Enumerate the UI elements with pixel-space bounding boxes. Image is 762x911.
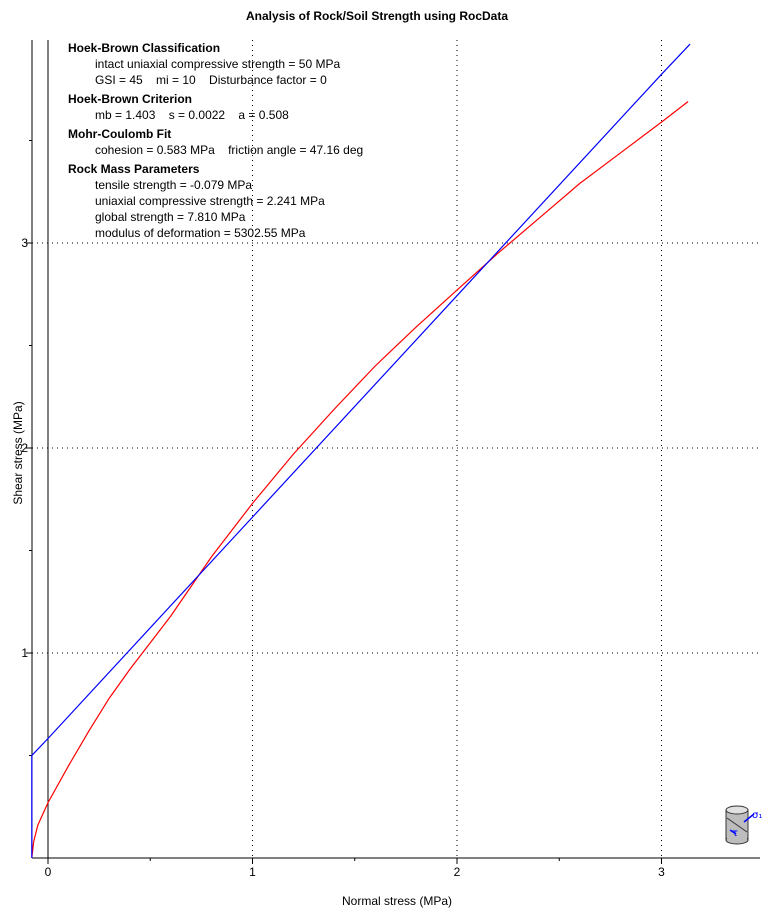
series xyxy=(31,43,691,859)
annotation-line: GSI = 45 mi = 10 Disturbance factor = 0 xyxy=(95,73,327,87)
annotation-line: cohesion = 0.583 MPa friction angle = 47… xyxy=(95,143,363,157)
annotation-line: modulus of deformation = 5302.55 MPa xyxy=(95,226,306,240)
sigma-one-symbol: σ₁ xyxy=(752,810,762,821)
annotation-line: intact uniaxial compressive strength = 5… xyxy=(95,57,340,71)
axes xyxy=(26,40,760,864)
y-axis-label: Shear stress (MPa) xyxy=(11,401,25,504)
annotation-line: global strength = 7.810 MPa xyxy=(95,210,246,224)
annotation-line: tensile strength = -0.079 MPa xyxy=(95,178,252,192)
x-axis-label: Normal stress (MPa) xyxy=(342,894,452,908)
x-tick-label-2: 2 xyxy=(454,865,461,879)
chart-title: Analysis of Rock/Soil Strength using Roc… xyxy=(246,9,508,23)
x-tick-label-0: 0 xyxy=(45,865,52,879)
x-tick-label-3: 3 xyxy=(658,865,665,879)
tau-symbol: τ xyxy=(732,828,738,839)
annotation-heading: Mohr-Coulomb Fit xyxy=(68,127,171,141)
y-tick-label-2: 2 xyxy=(21,441,28,455)
annotation-line: mb = 1.403 s = 0.0022 a = 0.508 xyxy=(95,108,289,122)
annotation-heading: Hoek-Brown Criterion xyxy=(68,92,192,106)
y-tick-label-1: 1 xyxy=(21,646,28,660)
rock-sample-cylinder-icon: σ₁ τ xyxy=(725,805,762,845)
parameter-annotations: Hoek-Brown Classification intact uniaxial… xyxy=(68,41,363,240)
mohr_coulomb-curve xyxy=(31,43,691,858)
tick-labels: 0 1 2 3 1 2 3 xyxy=(21,236,665,879)
annotation-heading: Hoek-Brown Classification xyxy=(68,41,220,55)
y-tick-label-3: 3 xyxy=(21,236,28,250)
annotation-heading: Rock Mass Parameters xyxy=(68,162,200,176)
annotation-line: uniaxial compressive strength = 2.241 MP… xyxy=(95,194,325,208)
x-tick-label-1: 1 xyxy=(249,865,256,879)
hoek_brown-curve xyxy=(31,101,689,859)
